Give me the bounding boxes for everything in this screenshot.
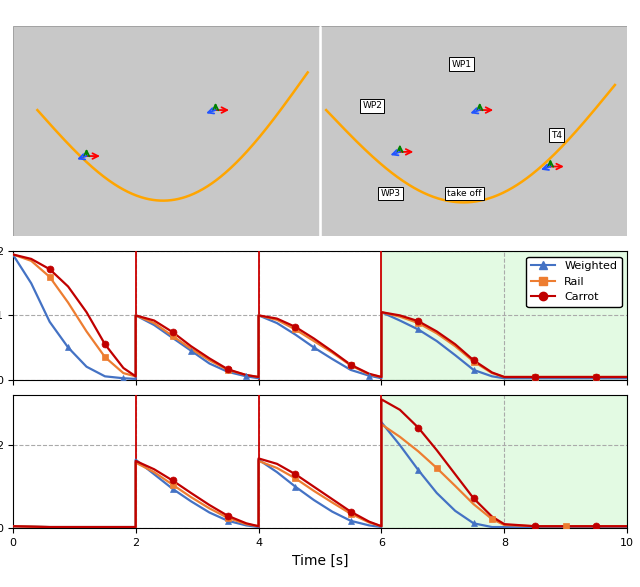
Text: WP3: WP3 <box>381 189 401 198</box>
Bar <box>381 395 627 528</box>
X-axis label: Time [s]: Time [s] <box>292 554 348 568</box>
Bar <box>321 26 627 235</box>
Bar <box>13 26 319 235</box>
Legend: Weighted, Rail, Carrot: Weighted, Rail, Carrot <box>527 257 621 307</box>
Text: take off: take off <box>447 189 482 198</box>
Text: WP2: WP2 <box>362 102 382 110</box>
Text: T4: T4 <box>551 131 562 140</box>
Bar <box>381 251 627 380</box>
Text: WP1: WP1 <box>451 59 471 69</box>
